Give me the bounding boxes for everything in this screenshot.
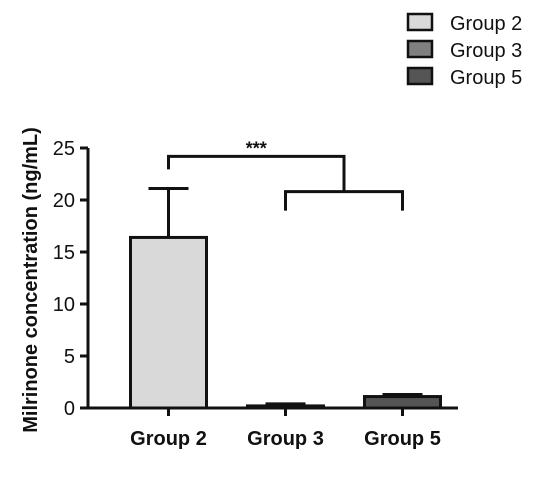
legend-swatch-2	[406, 39, 434, 59]
y-tick-label: 5	[64, 346, 75, 368]
y-tick-label: 20	[53, 190, 75, 212]
x-tick-label: Group 2	[130, 428, 207, 450]
plot-area: 0 5 10 15 20 25 Group 2 Group 3 Group 5 ***	[53, 138, 458, 450]
bar-3	[363, 395, 442, 410]
x-tick-label: Group 3	[247, 428, 324, 450]
significance-inner-bracket	[284, 190, 404, 211]
y-tick-label: 10	[53, 294, 75, 316]
legend: Group 2 Group 3 Group 5	[406, 12, 522, 89]
significance-bracket	[167, 154, 346, 192]
x-tick-label: Group 5	[364, 428, 441, 450]
bar-2	[246, 404, 325, 410]
bar-1	[129, 235, 208, 410]
legend-label-2: Group 3	[450, 40, 522, 62]
y-tick-label: 15	[53, 242, 75, 264]
legend-label-1: Group 2	[450, 13, 522, 35]
legend-label-3: Group 5	[450, 67, 522, 89]
y-tick-label: 0	[64, 398, 75, 420]
significance-label: ***	[246, 138, 267, 158]
legend-swatch-1	[406, 12, 434, 32]
legend-swatch-3	[406, 66, 434, 86]
y-tick-label: 25	[53, 138, 75, 160]
y-axis-title: Milrinone concentration (ng/mL)	[20, 127, 42, 433]
